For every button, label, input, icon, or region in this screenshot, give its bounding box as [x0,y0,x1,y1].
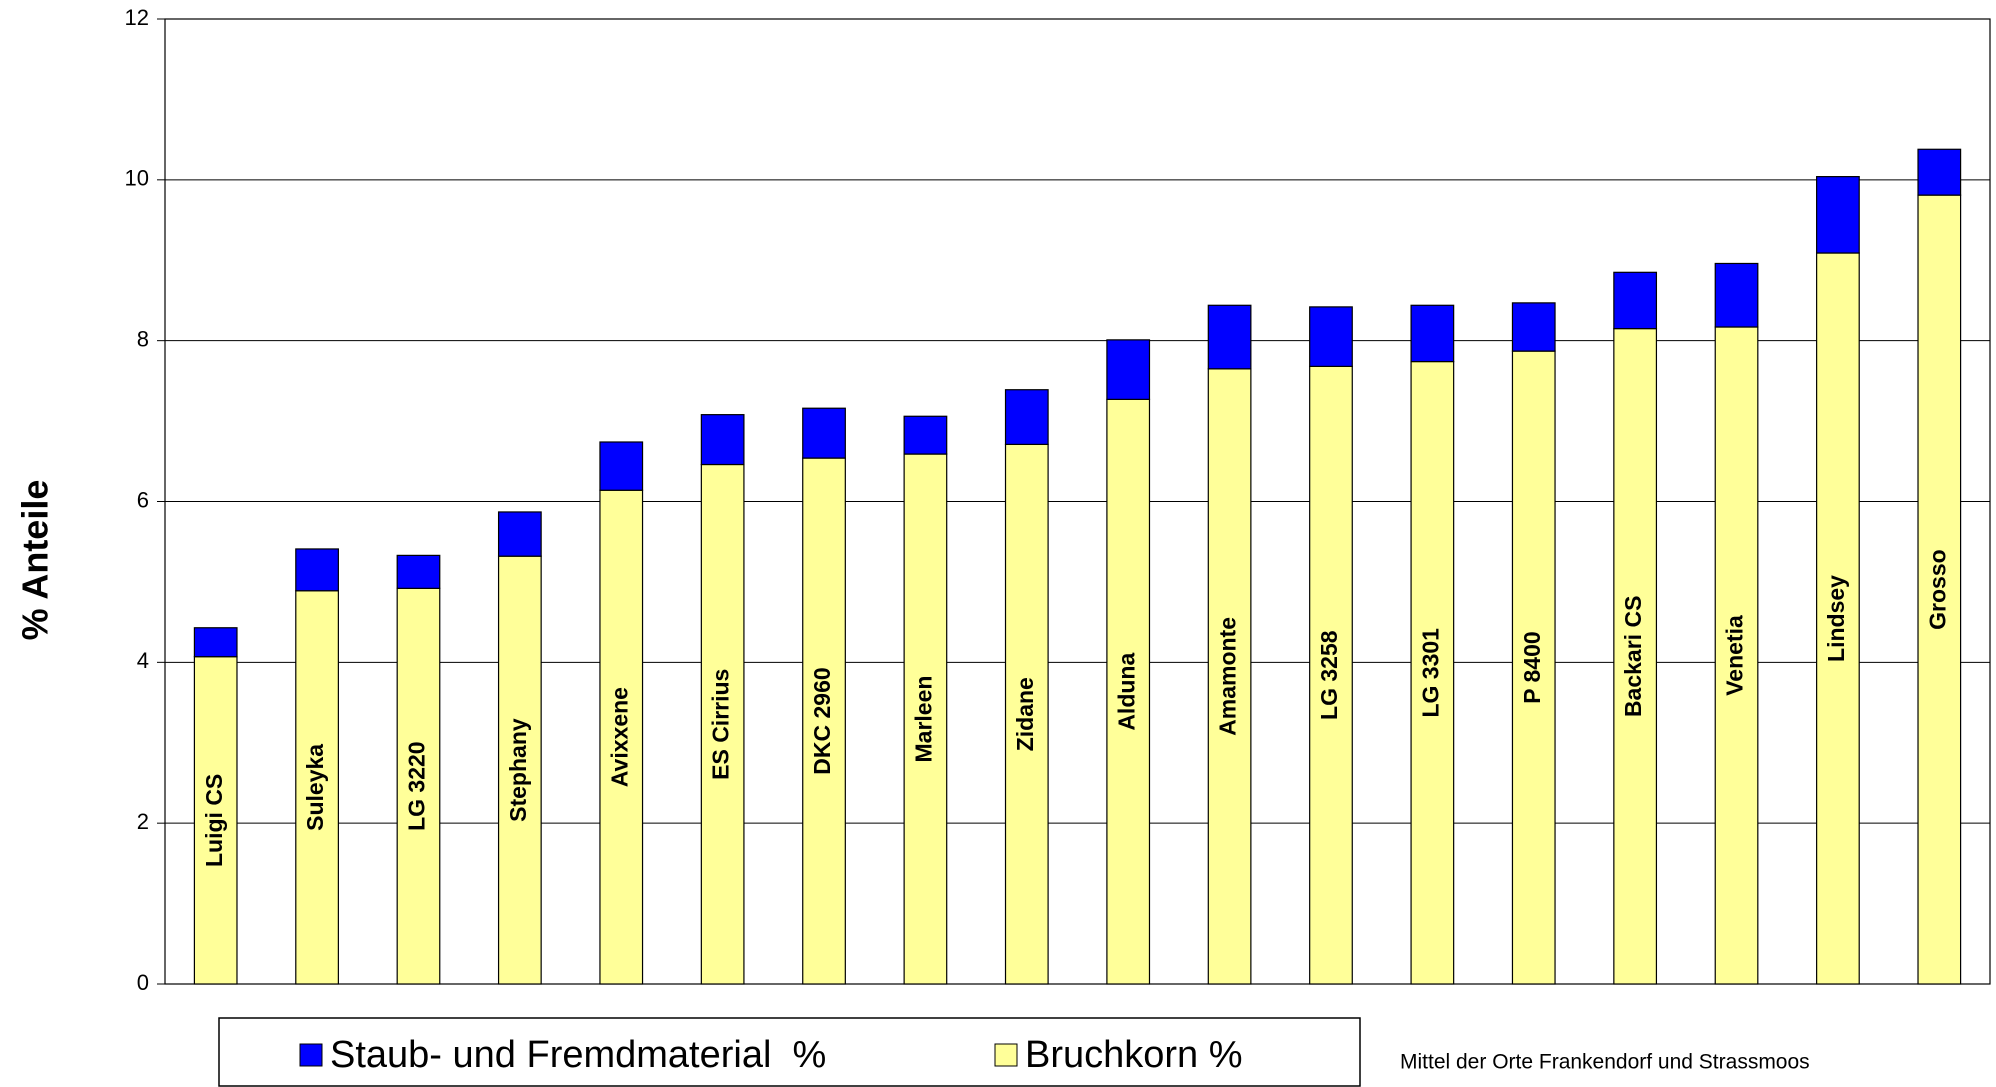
category-label: Marleen [910,676,936,763]
legend-swatch [299,1043,323,1067]
bar-segment [1004,389,1049,446]
bar-segment [1106,398,1151,985]
category-label: Venetia [1722,615,1748,696]
category-label: LG 3258 [1316,630,1342,720]
bar-segment [1410,360,1455,985]
plot-frame [164,18,1991,985]
category-label: P 8400 [1519,631,1545,703]
bar-segment [1309,306,1353,367]
bar-segment [700,414,745,466]
bar-segment [1511,302,1556,352]
y-tick-label: 2 [137,809,149,834]
bar-segment [1714,326,1759,985]
note: Mittel der Orte Frankendorf und Strassmo… [1400,1051,1810,1074]
category-label: DKC 2960 [809,667,835,774]
bar-segment [1714,262,1759,328]
bar-segment [903,415,948,455]
bar-segment [295,548,339,592]
bar-segment [802,457,846,985]
y-tick-label: 6 [137,487,149,512]
legend-box [218,1017,1361,1087]
category-label: Zidane [1012,677,1038,751]
legend-label: Staub- und Fremdmaterial % [330,1034,826,1076]
y-tick-label: 0 [137,970,149,995]
legend-label: Bruchkorn % [1025,1034,1243,1076]
category-label: Avixxene [606,687,632,787]
category-label: Luigi CS [201,774,227,867]
bar-segment [1410,304,1455,363]
category-label: Grosso [1924,549,1950,630]
bar-segment [1816,176,1860,254]
bar-segment [295,590,339,985]
bar-segment [1004,443,1049,985]
bar-segment [193,627,238,658]
legend-swatch [994,1043,1018,1067]
y-axis-label: % Anteile [15,480,56,641]
bar-segment [396,554,441,589]
category-label: Suleyka [302,744,328,831]
category-label: Amamonte [1215,617,1241,736]
category-label: LG 3220 [404,741,430,831]
bar-segment [1917,194,1962,985]
bar-segment [1613,271,1658,330]
category-label: Stephany [505,718,531,822]
bar-segment [1207,368,1252,985]
bar-segment [1207,304,1252,370]
bar-segment [396,587,441,985]
bar-segment [700,463,745,985]
category-label: Backari CS [1620,596,1646,717]
bar-segment [193,656,238,985]
bar-segment [1106,339,1151,400]
y-tick-label: 4 [137,648,149,673]
category-label: LG 3301 [1417,628,1443,718]
bar-segment [497,511,542,557]
bar-segment [1917,148,1962,196]
category-label: Alduna [1113,653,1139,731]
category-label: Lindsey [1823,575,1849,662]
bar-segment [1511,350,1556,985]
category-label: ES Cirrius [708,669,734,780]
bar-segment [903,453,948,985]
bar-segment [1816,252,1860,985]
y-tick-label: 12 [125,5,149,30]
bar-segment [599,441,644,491]
y-tick-label: 8 [137,326,149,351]
y-tick-label: 10 [125,166,149,191]
bar-segment [802,407,846,459]
